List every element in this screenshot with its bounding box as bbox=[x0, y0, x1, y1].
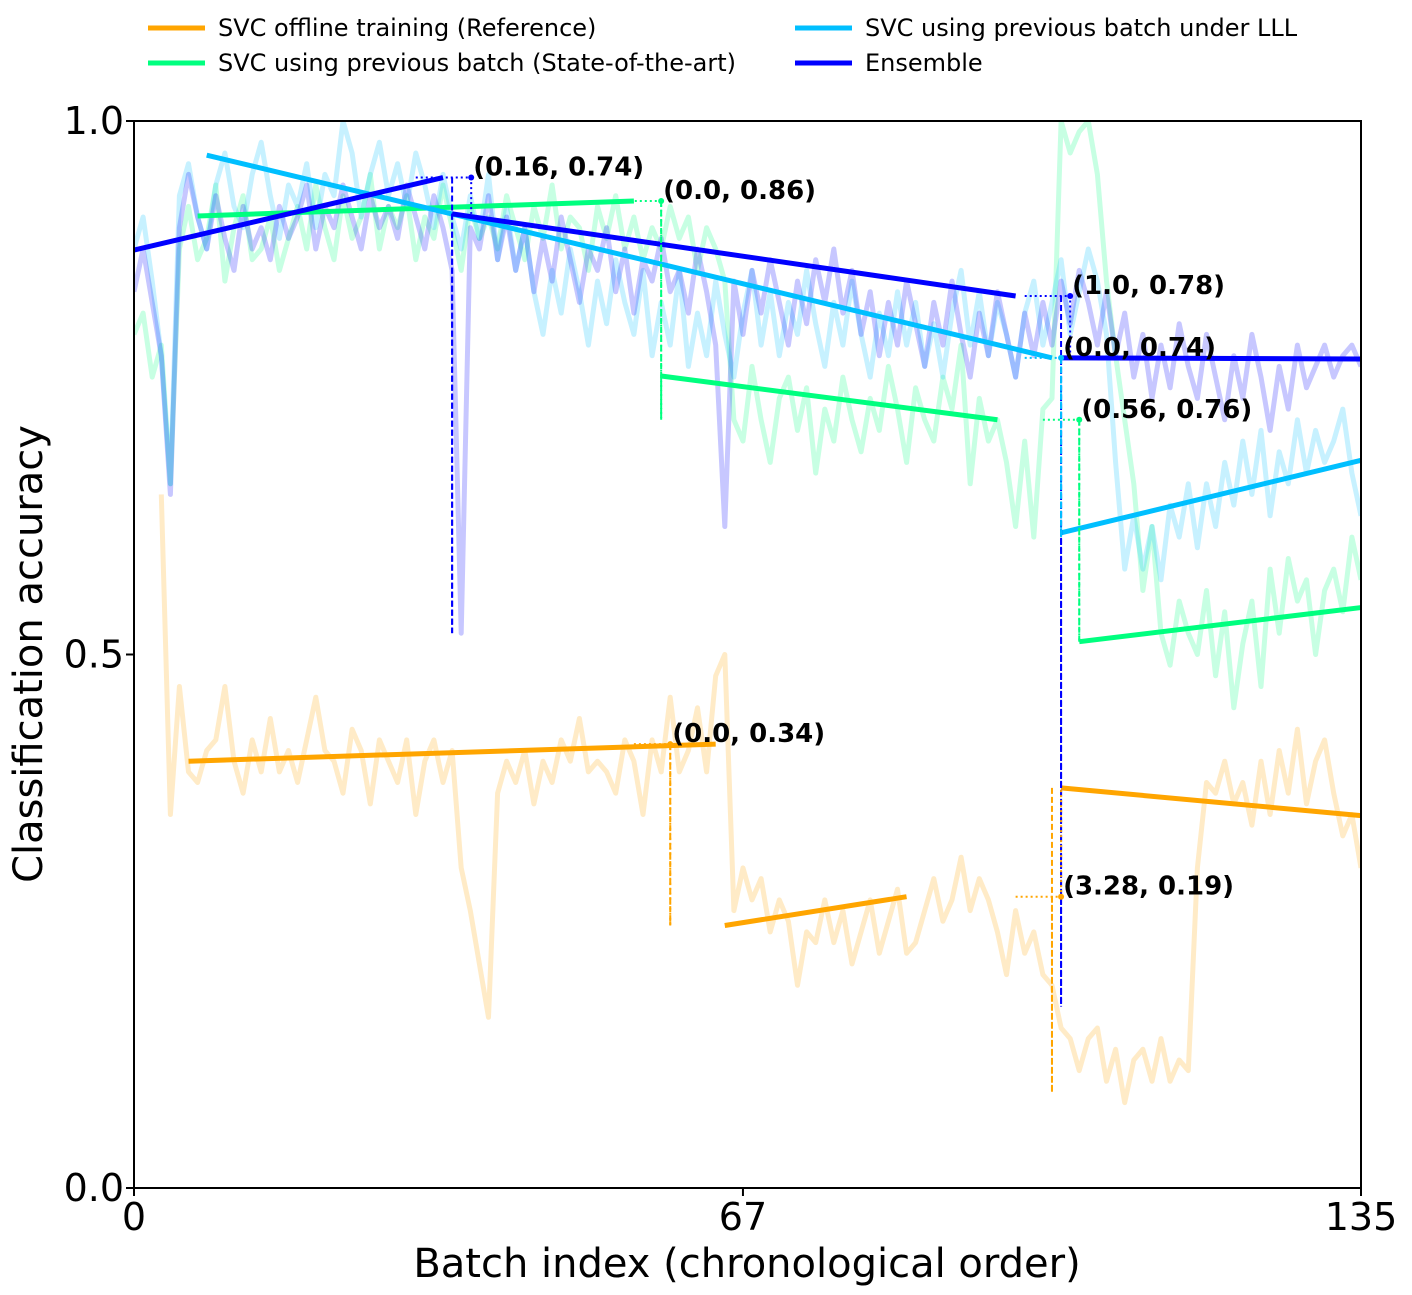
trend-line-svc-offline-training-reference-3 bbox=[1060, 785, 1362, 819]
annotation-marker-7 bbox=[1058, 893, 1065, 900]
y-axis: 0.0 0.5 1.0 bbox=[64, 99, 134, 1210]
annotation-label-7: (3.28, 0.19) bbox=[1063, 872, 1234, 902]
y-tick-label: 0.0 bbox=[64, 1166, 124, 1210]
raw-series-layer bbox=[134, 121, 1361, 1106]
trend-line-ensemble-3 bbox=[1061, 355, 1362, 362]
legend-label-state-of-the-art: SVC using previous batch (State-of-the-a… bbox=[218, 49, 736, 77]
y-tick-label: 0.5 bbox=[64, 633, 124, 677]
trend-line-svc-using-previous-batch-under-lll-2 bbox=[1060, 457, 1362, 536]
x-tick-label: 67 bbox=[719, 1195, 767, 1239]
annotation-label-1: (0.16, 0.74) bbox=[473, 153, 644, 183]
annotation-label-4: (0.0, 0.74) bbox=[1063, 333, 1216, 363]
trend-line-ensemble-2 bbox=[451, 211, 1016, 299]
raw-line-svc-offline-training-reference bbox=[158, 494, 1361, 1106]
trend-line-svc-using-previous-batch-state-of-the-art-3 bbox=[1078, 605, 1362, 645]
annotation-marker-3 bbox=[1067, 292, 1074, 299]
trend-line-svc-offline-training-reference-2 bbox=[724, 894, 907, 928]
x-axis-label: Batch index (chronological order) bbox=[413, 1241, 1080, 1287]
annotation-label-6: (0.0, 0.34) bbox=[672, 719, 825, 749]
trend-line-svc-offline-training-reference-1 bbox=[188, 741, 716, 764]
x-axis: 0 67 135 bbox=[122, 1188, 1397, 1239]
trend-line-svc-using-previous-batch-state-of-the-art-2 bbox=[660, 373, 998, 423]
trend-line-svc-using-previous-batch-state-of-the-art-1 bbox=[197, 198, 634, 219]
annotation-marker-1 bbox=[468, 174, 475, 181]
trend-line-svc-using-previous-batch-under-lll-1 bbox=[206, 152, 1053, 361]
y-tick-label: 1.0 bbox=[64, 99, 124, 143]
raw-line-svc-using-previous-batch-under-lll bbox=[134, 121, 1361, 583]
annotation-guide-6 bbox=[633, 743, 672, 926]
legend-label-offline: SVC offline training (Reference) bbox=[218, 14, 596, 42]
y-axis-label: Classification accuracy bbox=[6, 425, 52, 883]
legend-label-ensemble: Ensemble bbox=[865, 49, 983, 77]
raw-line-svc-using-previous-batch-state-of-the-art bbox=[134, 121, 1361, 711]
trend-layer bbox=[133, 152, 1362, 928]
legend-label-lll: SVC using previous batch under LLL bbox=[865, 14, 1298, 42]
x-tick-label: 135 bbox=[1325, 1195, 1398, 1239]
annotation-label-5: (0.56, 0.76) bbox=[1081, 395, 1252, 425]
annotation-layer: (0.16, 0.74) (0.0, 0.86) (1.0, 0.78) (0.0, … bbox=[415, 153, 1252, 1092]
legend: SVC offline training (Reference) SVC usi… bbox=[148, 14, 1298, 77]
annotation-marker-5 bbox=[1076, 416, 1083, 423]
trend-line-ensemble-1 bbox=[133, 175, 444, 253]
annotation-marker-4 bbox=[1058, 354, 1065, 361]
raw-line-ensemble bbox=[134, 171, 1361, 636]
x-tick-label: 0 bbox=[122, 1195, 146, 1239]
annotation-label-3: (1.0, 0.78) bbox=[1072, 271, 1225, 301]
annotation-guide-7 bbox=[1015, 787, 1063, 898]
annotation-marker-6 bbox=[667, 741, 674, 748]
annotation-marker-2 bbox=[658, 198, 665, 205]
annotation-label-2: (0.0, 0.86) bbox=[663, 176, 816, 206]
